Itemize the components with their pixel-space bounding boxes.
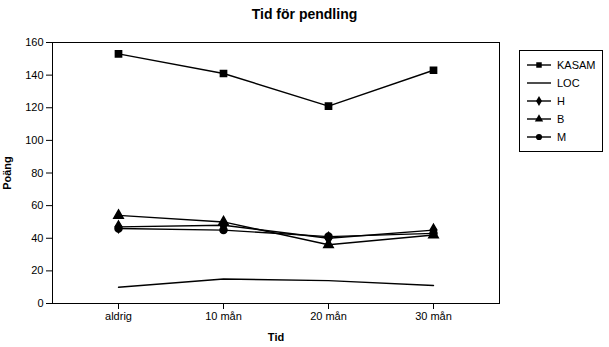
svg-text:20: 20 [31,264,43,276]
svg-text:40: 40 [31,232,43,244]
svg-text:20 mån: 20 mån [310,310,347,322]
svg-text:80: 80 [31,167,43,179]
svg-text:60: 60 [31,199,43,211]
svg-text:140: 140 [25,69,43,81]
svg-text:30 mån: 30 mån [415,310,452,322]
svg-text:Poäng: Poäng [1,156,13,190]
html-text:M: M [557,131,567,143]
svg-text:160: 160 [25,36,43,48]
svg-text:120: 120 [25,101,43,113]
svg-text:Tid: Tid [268,331,284,343]
html-text:B: B [557,113,565,125]
svg-text:100: 100 [25,134,43,146]
svg-text:0: 0 [37,297,43,309]
html-text:H: H [557,95,565,107]
html-text:LOC: LOC [557,77,580,89]
html-text:KASAM: KASAM [557,59,596,71]
html-text:Tid för pendling: Tid för pendling [251,6,358,22]
svg-text:aldrig: aldrig [105,310,132,322]
svg-text:10 mån: 10 mån [205,310,242,322]
